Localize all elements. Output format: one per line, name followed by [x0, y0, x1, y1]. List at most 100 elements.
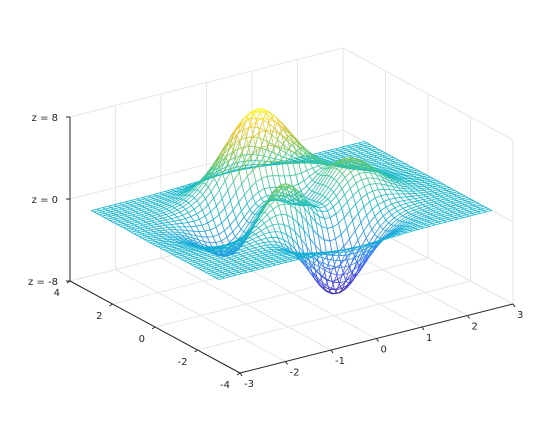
mesh-segment	[366, 154, 372, 155]
mesh-segment	[113, 222, 116, 223]
mesh-segment	[194, 219, 200, 221]
mesh-segment	[322, 211, 328, 212]
mesh-segment	[143, 224, 149, 225]
mesh-segment	[406, 211, 409, 213]
mesh-segment	[242, 176, 248, 184]
mesh-segment	[357, 154, 363, 155]
mesh-segment	[164, 241, 170, 242]
mesh-segment	[386, 204, 392, 207]
mesh-segment	[136, 235, 139, 237]
mesh-segment	[172, 245, 178, 246]
mesh-segment	[367, 146, 373, 147]
mesh-segment	[159, 230, 165, 231]
mesh-segment	[320, 175, 326, 184]
mesh-segment	[359, 142, 365, 143]
mesh-segment	[264, 188, 270, 189]
mesh-segment	[416, 214, 422, 216]
mesh-segment	[154, 226, 160, 227]
mesh-segment	[155, 216, 161, 218]
mesh-segment	[432, 222, 438, 224]
mesh-segment	[449, 190, 455, 191]
mesh-segment	[185, 255, 191, 256]
mesh-segment	[383, 211, 389, 216]
mesh-segment	[222, 217, 228, 223]
mesh-segment	[435, 219, 441, 221]
mesh-segment	[147, 207, 153, 209]
mesh-segment	[403, 208, 406, 210]
mesh-segment	[473, 203, 479, 205]
mesh-segment	[411, 212, 417, 215]
mesh-segment	[222, 199, 225, 208]
mesh-segment	[389, 218, 395, 223]
mesh-segment	[344, 147, 350, 149]
mesh-segment	[249, 242, 255, 244]
mesh-segment	[225, 272, 231, 273]
mesh-segment	[188, 223, 191, 227]
mesh-segment	[261, 238, 267, 240]
mesh-segment	[324, 158, 330, 159]
mesh-segment	[263, 252, 269, 253]
mesh-segment	[110, 219, 116, 221]
mesh-segment	[102, 216, 105, 218]
mesh-segment	[452, 215, 458, 217]
mesh-segment	[202, 210, 205, 216]
mesh-segment	[155, 245, 158, 246]
mesh-segment	[415, 199, 418, 201]
mesh-segment	[248, 258, 254, 260]
mesh-segment	[97, 212, 103, 214]
mesh-segment	[364, 144, 370, 145]
mesh-segment	[207, 237, 213, 238]
mesh-segment	[403, 170, 409, 171]
mesh-segment	[285, 188, 291, 189]
mesh-segment	[450, 205, 456, 206]
mesh-segment	[110, 221, 113, 222]
mesh-segment	[191, 227, 194, 232]
mesh-segment	[162, 228, 168, 229]
mesh-segment	[268, 255, 274, 256]
mesh-segment	[264, 243, 267, 246]
mesh-segment	[179, 258, 182, 259]
mesh-segment	[414, 171, 420, 172]
mesh-segment	[412, 201, 418, 202]
mesh-segment	[261, 196, 267, 199]
mesh-segment	[419, 220, 425, 222]
mesh-segment	[198, 267, 204, 269]
mesh-segment	[215, 155, 221, 165]
mesh-segment	[439, 208, 445, 210]
mesh-segment	[400, 211, 406, 214]
z-tick-label: z = 0	[32, 195, 58, 206]
mesh-segment	[435, 224, 441, 226]
mesh-segment	[264, 267, 270, 269]
mesh-segment	[249, 253, 255, 255]
mesh-segment	[147, 241, 150, 243]
mesh-segment	[259, 223, 265, 228]
mesh-segment	[139, 207, 145, 209]
mesh-segment	[459, 200, 465, 202]
y-tick-label: 0	[139, 334, 145, 345]
mesh-segment	[336, 196, 339, 201]
mesh-segment	[213, 220, 216, 228]
mesh-segment	[105, 212, 111, 214]
mesh-segment	[315, 192, 318, 193]
mesh-segment	[253, 232, 256, 234]
mesh-segment	[398, 163, 404, 164]
mesh-segment	[211, 212, 214, 220]
mesh-segment	[463, 216, 469, 217]
mesh-segment	[163, 248, 169, 249]
mesh-segment	[94, 212, 97, 214]
mesh-segment	[425, 214, 431, 216]
mesh-segment	[172, 210, 178, 213]
mesh-segment	[276, 255, 282, 256]
mesh-segment	[260, 112, 266, 114]
mesh-segment	[390, 167, 396, 168]
mesh-segment	[160, 191, 166, 193]
mesh-segment	[373, 190, 379, 192]
mesh-segment	[196, 257, 202, 259]
mesh-segment	[276, 216, 279, 224]
mesh-segment	[152, 243, 158, 244]
mesh-segment	[288, 254, 294, 255]
mesh-segment	[129, 225, 135, 226]
mesh-segment	[345, 172, 351, 178]
mesh-segment	[168, 222, 171, 224]
mesh-segment	[372, 209, 375, 216]
